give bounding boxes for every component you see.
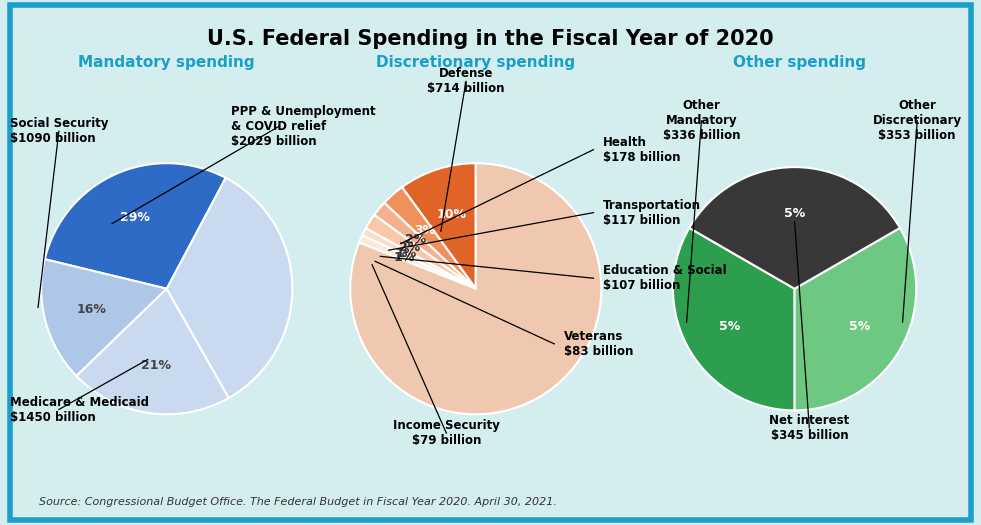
Wedge shape <box>350 163 601 414</box>
Text: Income Security
$79 billion: Income Security $79 billion <box>393 419 499 447</box>
Text: Other
Discretionary
$353 billion: Other Discretionary $353 billion <box>873 99 961 142</box>
Wedge shape <box>41 259 167 376</box>
Text: Transportation
$117 billion: Transportation $117 billion <box>603 198 701 227</box>
Text: Other
Mandatory
$336 billion: Other Mandatory $336 billion <box>662 99 741 142</box>
Wedge shape <box>362 228 476 289</box>
Text: 2%: 2% <box>399 240 421 254</box>
Wedge shape <box>374 203 476 289</box>
Wedge shape <box>673 228 795 411</box>
Text: Other spending: Other spending <box>733 55 866 70</box>
Text: 5%: 5% <box>719 320 740 333</box>
Text: U.S. Federal Spending in the Fiscal Year of 2020: U.S. Federal Spending in the Fiscal Year… <box>207 29 774 49</box>
Text: Discretionary spending: Discretionary spending <box>377 55 575 70</box>
Wedge shape <box>45 163 226 289</box>
Wedge shape <box>359 235 476 289</box>
Text: 3%: 3% <box>414 224 435 237</box>
Text: Health
$178 billion: Health $178 billion <box>603 135 681 164</box>
Text: Veterans
$83 billion: Veterans $83 billion <box>564 330 634 358</box>
Text: 5%: 5% <box>784 207 805 220</box>
Wedge shape <box>167 178 292 398</box>
Text: 1%: 1% <box>393 251 415 264</box>
Text: 29%: 29% <box>120 211 150 224</box>
Text: Source: Congressional Budget Office. The Federal Budget in Fiscal Year 2020. Apr: Source: Congressional Budget Office. The… <box>39 497 557 507</box>
Wedge shape <box>77 289 229 414</box>
Text: 10%: 10% <box>437 208 467 221</box>
Wedge shape <box>795 228 916 411</box>
Text: 21%: 21% <box>140 359 171 372</box>
Wedge shape <box>690 167 900 289</box>
Text: PPP & Unemployment
& COVID relief
$2029 billion: PPP & Unemployment & COVID relief $2029 … <box>231 104 375 148</box>
Text: 2%: 2% <box>405 233 427 246</box>
Text: Defense
$714 billion: Defense $714 billion <box>427 67 505 96</box>
Text: 5%: 5% <box>850 320 870 333</box>
Wedge shape <box>366 215 476 289</box>
Text: Education & Social
$107 billion: Education & Social $107 billion <box>603 264 727 292</box>
Text: Social Security
$1090 billion: Social Security $1090 billion <box>10 117 108 145</box>
Text: 1%: 1% <box>395 247 417 260</box>
Wedge shape <box>402 163 476 289</box>
Text: Mandatory spending: Mandatory spending <box>78 55 255 70</box>
Text: Medicare & Medicaid
$1450 billion: Medicare & Medicaid $1450 billion <box>10 395 149 424</box>
Text: Net interest
$345 billion: Net interest $345 billion <box>769 414 850 442</box>
Text: 16%: 16% <box>77 302 107 316</box>
Wedge shape <box>385 187 476 289</box>
